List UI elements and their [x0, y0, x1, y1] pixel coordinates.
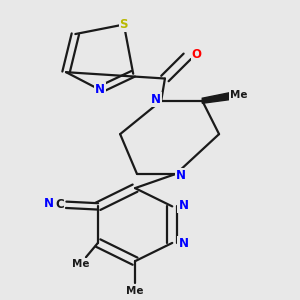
Text: N: N	[178, 237, 188, 250]
Text: O: O	[192, 48, 202, 61]
Text: C: C	[55, 198, 64, 211]
Polygon shape	[202, 92, 232, 103]
Text: Me: Me	[230, 90, 247, 100]
Text: N: N	[151, 93, 161, 106]
Text: N: N	[176, 169, 186, 182]
Text: N: N	[94, 83, 105, 96]
Text: N: N	[44, 197, 54, 210]
Text: Me: Me	[126, 286, 144, 296]
Text: Me: Me	[72, 259, 89, 269]
Text: S: S	[120, 18, 128, 31]
Text: N: N	[178, 199, 188, 212]
